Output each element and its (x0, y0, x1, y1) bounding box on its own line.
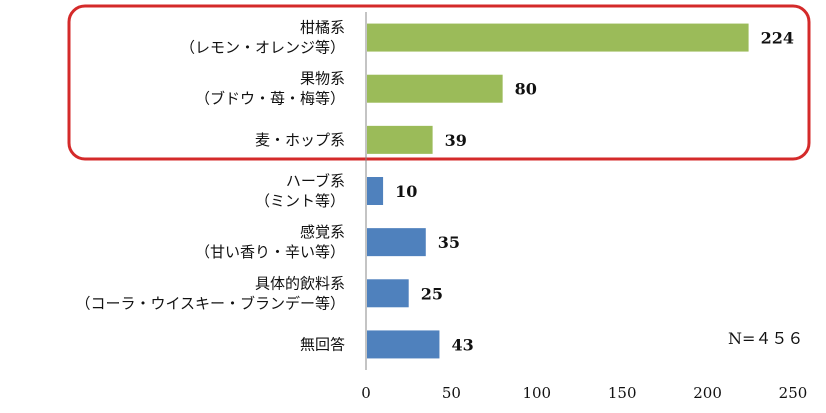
bar (367, 23, 749, 52)
sample-size-note: N=４５６ (728, 329, 803, 348)
bar (367, 177, 384, 205)
bar (367, 279, 409, 308)
data-label: 80 (515, 80, 537, 99)
category-label: （コーラ・ウイスキー・ブランデー等） (75, 294, 345, 312)
bar (367, 228, 426, 257)
category-label: 無回答 (300, 335, 345, 353)
x-tick-label: 50 (442, 384, 461, 402)
highlight-frame (67, 4, 811, 161)
x-tick-label: 100 (522, 384, 551, 402)
bar (367, 330, 440, 359)
bar (367, 74, 503, 103)
category-label: 具体的飲料系 (255, 274, 345, 292)
category-label: 感覚系 (300, 223, 345, 241)
category-label: （ブドウ・苺・梅等） (195, 90, 345, 108)
data-label: 224 (761, 29, 794, 48)
x-tick-label: 0 (361, 384, 371, 402)
category-label: （レモン・オレンジ等） (180, 39, 345, 57)
data-label: 39 (445, 131, 467, 150)
category-label: ハーブ系 (286, 172, 345, 190)
bar (367, 125, 433, 154)
data-label: 25 (421, 284, 443, 303)
x-tick-label: 250 (779, 384, 808, 402)
category-label: （ミント等） (255, 192, 345, 210)
category-label: （甘い香り・辛い等） (195, 243, 345, 261)
x-tick-label: 200 (693, 384, 722, 402)
category-label: 果物系 (300, 70, 345, 88)
data-label: 10 (395, 182, 417, 201)
data-label: 43 (451, 335, 473, 354)
x-tick-label: 150 (608, 384, 637, 402)
category-label: 柑橘系 (300, 19, 345, 37)
category-label: 麦・ホップ系 (255, 131, 345, 149)
data-label: 35 (438, 233, 460, 252)
